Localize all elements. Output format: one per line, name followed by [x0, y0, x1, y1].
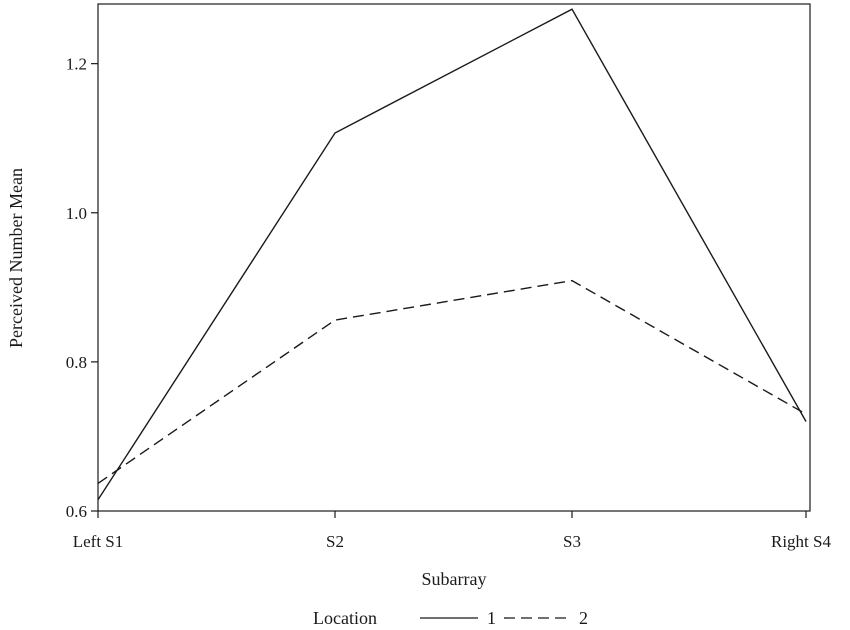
legend-title: Location [313, 608, 377, 628]
legend-label-series-1: 1 [487, 608, 496, 628]
y-tick-label: 0.6 [66, 502, 87, 521]
x-axis-title: Subarray [422, 569, 487, 589]
series-line-2 [97, 279, 807, 484]
y-axis: 0.6 0.8 1.0 1.2 [66, 55, 98, 521]
x-tick-label: Right S4 [771, 532, 831, 551]
legend: Location 1 2 [313, 608, 588, 628]
x-tick-label: Left S1 [73, 532, 124, 551]
x-tick-label: S3 [563, 532, 581, 551]
legend-label-series-2: 2 [579, 608, 588, 628]
series-lines [97, 8, 807, 501]
y-axis-title: Perceived Number Mean [6, 168, 26, 348]
y-tick-label: 1.0 [66, 204, 87, 223]
plot-frame [97, 3, 811, 512]
x-tick-label: S2 [326, 532, 344, 551]
y-tick-label: 0.8 [66, 353, 87, 372]
y-tick-label: 1.2 [66, 55, 87, 74]
series-line-1 [97, 8, 807, 501]
x-axis: Left S1 S2 S3 Right S4 [73, 511, 831, 551]
